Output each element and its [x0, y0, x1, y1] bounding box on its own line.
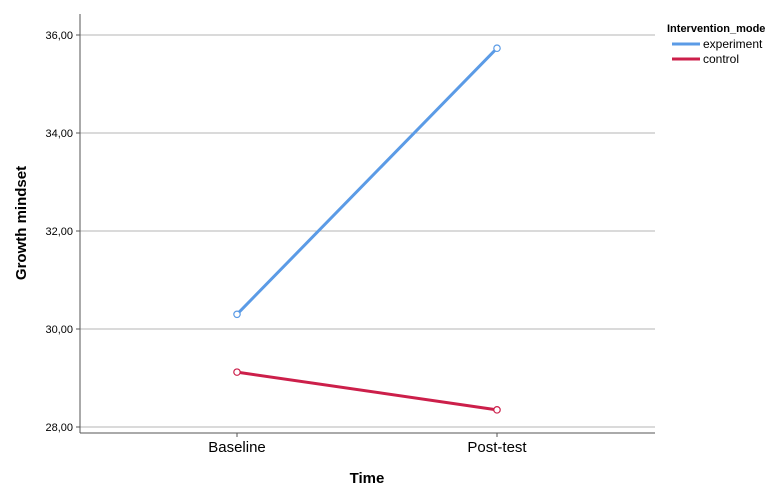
data-point-experiment — [233, 310, 241, 319]
gridlines — [80, 34, 655, 428]
series-line-experiment — [235, 47, 499, 316]
x-tick-label: Baseline — [208, 439, 266, 456]
y-tick-label: 36,00 — [45, 30, 73, 42]
x-axis-title: Time — [350, 470, 385, 486]
series-points — [233, 44, 501, 414]
x-tick-labels: Baseline Post-test — [208, 433, 527, 456]
data-point-control — [233, 368, 241, 376]
y-tick-label: 34,00 — [45, 128, 73, 140]
series-lines — [235, 47, 499, 412]
x-tick-label: Post-test — [467, 439, 527, 456]
data-point-experiment — [493, 44, 501, 53]
y-tick-labels: 28,00 30,00 32,00 34,00 36,00 — [45, 30, 80, 434]
y-tick-label: 28,00 — [45, 422, 73, 434]
legend-title: Intervention_mode — [667, 23, 765, 35]
series-line-control — [236, 370, 498, 412]
y-tick-label: 32,00 — [45, 226, 73, 238]
legend-label-experiment: experiment — [703, 37, 763, 51]
legend-label-control: control — [703, 52, 739, 66]
data-point-control — [493, 406, 501, 414]
y-axis-title: Growth mindset — [13, 166, 30, 280]
y-tick-label: 30,00 — [45, 324, 73, 336]
